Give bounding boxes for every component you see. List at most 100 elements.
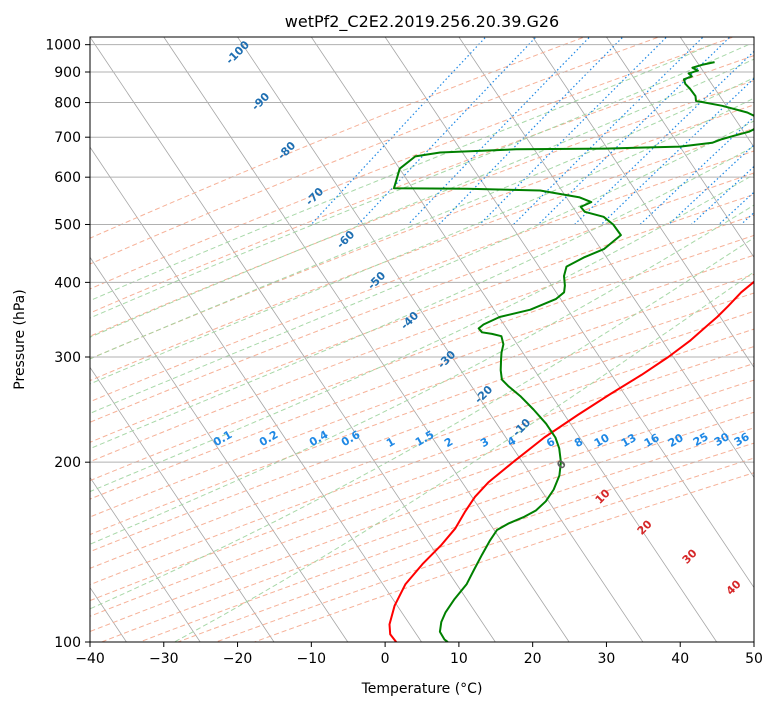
- dry-adiabat-line: [90, 292, 754, 536]
- y-tick-label: 1000: [45, 38, 81, 54]
- background-lines: [90, 32, 775, 642]
- y-tick-label: 300: [54, 350, 81, 366]
- y-axis-label: Pressure (hPa): [12, 289, 28, 389]
- chart-title: wetPf2_C2E2.2019.256.20.39.G26: [285, 12, 559, 32]
- dry-adiabat-line: [90, 379, 754, 617]
- mixing-ratio-line: [668, 143, 754, 225]
- isotherm-line: [90, 146, 422, 642]
- mixing-ratio-label: 13: [619, 431, 639, 450]
- moist-adiabat-line: [90, 77, 754, 360]
- dry-adiabat-line: [90, 310, 754, 553]
- y-tick-label: 600: [54, 170, 81, 186]
- dry-adiabat-label: -60: [334, 228, 357, 251]
- isotherm-line: [90, 476, 201, 642]
- y-tick-label: 200: [54, 455, 81, 471]
- y-tick-label: 500: [54, 217, 81, 233]
- x-tick-label: 0: [381, 651, 390, 667]
- mixing-ratio-line: [740, 211, 754, 225]
- mixing-ratio-line: [310, 37, 487, 225]
- mixing-ratio-line: [438, 37, 624, 225]
- x-tick-label: 30: [598, 651, 616, 667]
- mixing-ratio-line: [513, 37, 704, 225]
- x-tick-label: 10: [450, 651, 468, 667]
- y-tick-label: 700: [54, 130, 81, 146]
- series-lines: [388, 61, 754, 642]
- profile-line: [393, 61, 754, 642]
- moist-adiabat-line: [90, 173, 754, 493]
- isotherm-line: [384, 37, 754, 589]
- dry-adiabat-line: [90, 172, 754, 423]
- x-tick-label: −30: [149, 651, 179, 667]
- mixing-ratio-line: [357, 37, 537, 225]
- y-tick-label: 800: [54, 96, 81, 112]
- mixing-ratio-line: [765, 32, 775, 225]
- moist-adiabat-line: [90, 97, 754, 385]
- isotherm-line: [679, 37, 754, 148]
- dry-adiabat-label: -30: [435, 348, 458, 371]
- moist-adiabat-line: [90, 120, 754, 414]
- mixing-ratio-line: [639, 116, 754, 225]
- moist-adiabat-label: 20: [635, 517, 655, 537]
- x-tick-label: 40: [671, 651, 689, 667]
- mixing-ratio-line: [600, 77, 754, 225]
- dry-adiabat-line: [101, 411, 754, 642]
- x-tick-label: 50: [745, 651, 763, 667]
- y-axis: 100 200 300 400 500 600 700 800 900 1000: [45, 38, 90, 651]
- mixing-ratio-label: 30: [712, 430, 732, 449]
- moist-adiabat-line: [90, 44, 712, 302]
- x-tick-label: −40: [75, 651, 105, 667]
- dry-adiabat-label: -40: [398, 309, 421, 332]
- moist-adiabat-label: 40: [724, 577, 744, 597]
- moist-adiabat-label: 30: [680, 546, 700, 566]
- x-tick-label: −10: [297, 651, 327, 667]
- x-tick-label: −20: [223, 651, 253, 667]
- pressure-grid: [90, 44, 754, 642]
- mixing-ratio-label: 0.1: [211, 428, 234, 449]
- dry-adiabat-line: [90, 214, 754, 463]
- dry-adiabat-label: -50: [365, 269, 388, 292]
- mixing-ratio-line: [718, 191, 754, 225]
- y-tick-label: 400: [54, 275, 81, 291]
- mixing-ratio-label: 2: [442, 435, 455, 450]
- mixing-ratio-label: 10: [592, 431, 612, 450]
- isotherm-line: [90, 37, 496, 642]
- x-axis: −40 −30 −20 −10 0 10 20 30 40 50: [75, 642, 763, 667]
- moist-adiabat-line: [90, 204, 754, 545]
- line-labels: -100-90-80-70-60-50-40-30-20-100.1 0.2 0.4…: [211, 38, 752, 598]
- isotherm-line: [753, 37, 754, 38]
- dry-adiabat-line: [90, 395, 754, 633]
- isotherm-line: [532, 37, 754, 369]
- mixing-ratio-label: 16: [642, 431, 662, 450]
- isotherm-line: [90, 256, 349, 642]
- dry-adiabat-line: [90, 37, 661, 265]
- isotherm-line: [237, 37, 644, 642]
- y-tick-label: 900: [54, 65, 81, 81]
- dry-adiabat-label: -80: [275, 139, 298, 162]
- isotherm-line: [90, 366, 275, 642]
- mixing-ratio-label: 25: [691, 430, 711, 449]
- x-tick-label: 20: [524, 651, 542, 667]
- profile-line: [388, 280, 754, 642]
- dry-adiabat-line: [90, 37, 735, 290]
- dry-adiabat-label: -70: [303, 185, 326, 208]
- moist-adiabat-line: [90, 145, 754, 450]
- mixing-ratio-label: 3: [478, 435, 491, 450]
- x-axis-label: Temperature (°C): [361, 681, 483, 697]
- moist-adiabat-line: [90, 44, 749, 319]
- mixing-ratio-label: 36: [732, 430, 752, 449]
- isotherm-line: [311, 37, 718, 642]
- mixing-ratio-label: 1: [384, 435, 397, 450]
- dry-adiabat-line: [139, 427, 754, 642]
- mixing-ratio-line: [691, 165, 754, 225]
- mixing-ratio-line: [479, 37, 668, 225]
- mixing-ratio-line: [407, 37, 591, 225]
- dry-adiabat-label: -90: [249, 90, 272, 113]
- dry-adiabat-line: [90, 328, 754, 569]
- mixing-ratio-label: 20: [666, 431, 686, 450]
- y-tick-label: 100: [54, 635, 81, 651]
- mixing-ratio-line: [574, 50, 754, 225]
- moist-adiabat-label: 0: [554, 457, 569, 472]
- moist-adiabat-line: [90, 58, 754, 338]
- plot-frame: [89, 36, 755, 643]
